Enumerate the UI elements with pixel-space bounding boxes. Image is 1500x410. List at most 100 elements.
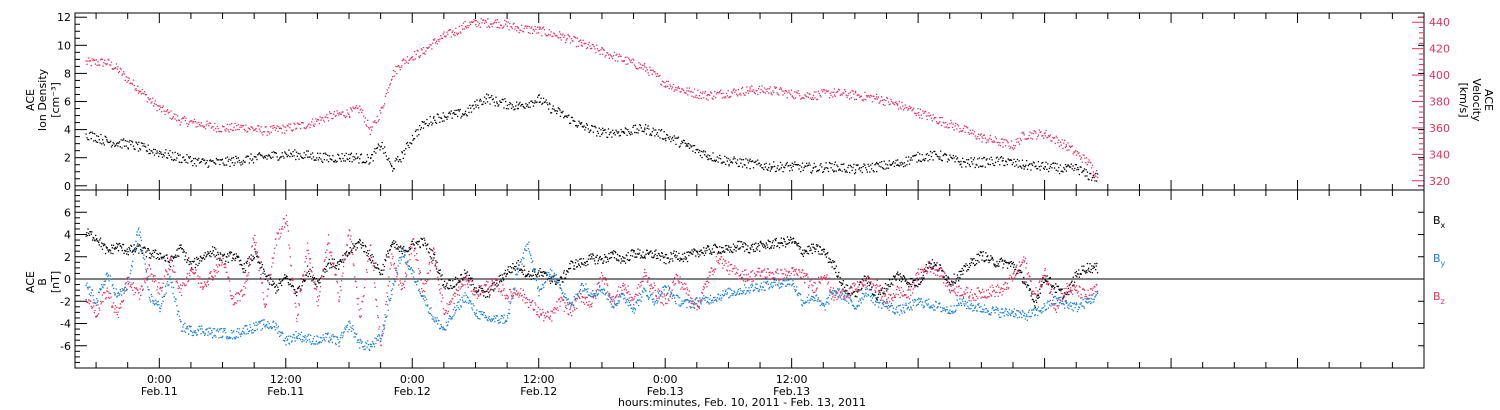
data-point [324, 152, 326, 154]
data-point [798, 168, 800, 170]
data-point [694, 96, 696, 98]
data-point [1081, 171, 1083, 174]
data-point [924, 270, 926, 273]
data-point [577, 260, 579, 262]
data-point [292, 285, 294, 287]
data-point [490, 23, 492, 25]
data-point [911, 277, 913, 280]
data-point [445, 286, 447, 288]
data-point [264, 126, 266, 128]
data-point [366, 254, 368, 257]
data-point [485, 296, 487, 298]
data-point [302, 273, 304, 276]
data-point [301, 121, 304, 124]
data-point [253, 156, 255, 158]
data-point [502, 27, 504, 29]
data-point [416, 135, 418, 137]
data-point [266, 303, 268, 306]
data-point [522, 273, 524, 276]
data-point [778, 242, 780, 244]
data-point [817, 250, 820, 253]
data-point [362, 296, 364, 298]
data-point [517, 268, 519, 270]
data-point [868, 95, 870, 97]
data-point [799, 95, 801, 97]
data-point [208, 277, 210, 279]
data-point [224, 263, 226, 266]
data-point [1042, 135, 1044, 137]
data-point [1051, 286, 1053, 288]
data-point [122, 139, 124, 141]
data-point [876, 96, 878, 98]
data-point [458, 110, 460, 112]
data-point [254, 251, 257, 253]
data-point [459, 280, 461, 282]
data-point [364, 251, 366, 253]
data-point [689, 144, 691, 146]
data-point [432, 42, 434, 44]
data-point [674, 255, 676, 257]
data-point [1010, 159, 1013, 161]
data-point [341, 259, 343, 261]
data-point [189, 269, 192, 272]
data-point [111, 68, 113, 70]
data-point [730, 95, 732, 98]
data-point [526, 274, 528, 277]
data-point [381, 106, 383, 108]
data-point [822, 171, 824, 173]
data-point [755, 90, 757, 92]
data-point [642, 130, 644, 132]
data-point [944, 126, 946, 128]
data-point [737, 248, 740, 250]
data-point [790, 89, 793, 91]
data-point [972, 258, 974, 260]
data-point [554, 280, 556, 282]
data-point [340, 113, 342, 115]
data-point [128, 141, 130, 143]
data-point [499, 274, 501, 276]
data-point [445, 116, 447, 118]
data-point [519, 101, 521, 104]
data-point [397, 248, 399, 250]
data-point [915, 285, 918, 287]
data-point [776, 167, 778, 169]
data-point [362, 242, 364, 244]
data-point [874, 291, 877, 293]
data-point [342, 265, 345, 268]
data-point [358, 112, 360, 114]
data-point [766, 90, 768, 92]
data-point [635, 132, 637, 134]
data-point [323, 268, 325, 270]
data-point [726, 160, 728, 162]
data-point [175, 113, 177, 116]
data-point [377, 267, 379, 269]
data-point [623, 257, 625, 259]
data-point [426, 118, 428, 121]
data-point [227, 129, 229, 131]
data-point [292, 286, 294, 288]
data-point [761, 243, 763, 245]
data-point [181, 248, 183, 250]
data-point [865, 99, 867, 101]
data-point [396, 244, 398, 246]
data-point [381, 335, 384, 337]
data-point [550, 31, 552, 33]
data-point [1047, 280, 1049, 283]
data-point [720, 252, 722, 255]
data-point [975, 137, 977, 139]
data-point [532, 105, 535, 107]
data-point [835, 265, 837, 267]
data-point [779, 88, 781, 90]
data-point [517, 104, 519, 106]
data-point [1009, 147, 1011, 150]
data-point [704, 92, 706, 94]
data-point [827, 251, 829, 254]
data-point [904, 165, 906, 167]
data-point [665, 137, 667, 139]
data-point [463, 269, 466, 271]
data-point [360, 243, 362, 245]
data-point [598, 127, 600, 129]
data-point [244, 130, 246, 132]
data-point [86, 63, 88, 65]
data-point [916, 277, 918, 279]
